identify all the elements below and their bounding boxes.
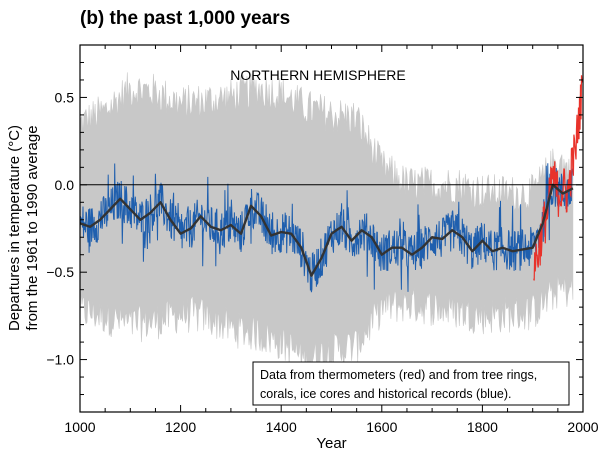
annotation-line-2: corals, ice cores and historical records…: [260, 387, 512, 401]
proxy-annual-line: [79, 163, 574, 293]
x-axis-title: Year: [316, 435, 346, 452]
instrumental-line: [533, 75, 583, 281]
chart-title: (b) the past 1,000 years: [80, 8, 291, 29]
proxy-series-layer: [79, 163, 574, 293]
y-axis-title-line-1: Departures in temperature (°C): [6, 125, 23, 331]
uncertainty-band: [79, 71, 574, 379]
y-tick-label: 0.5: [55, 89, 75, 105]
x-tick-label: 1400: [266, 419, 297, 435]
y-tick-label: 0.0: [55, 177, 75, 193]
smoothed-line: [79, 183, 574, 277]
instrumental-series-layer: [533, 75, 583, 281]
tick-marks: [79, 45, 584, 412]
region-label: NORTHERN HEMISPHERE: [230, 67, 406, 83]
x-tick-label: 1000: [64, 419, 95, 435]
annotation-line-1: Data from thermometers (red) and from tr…: [260, 368, 537, 382]
y-tick-labels: 0.5 0.0 −0.5 −1.0: [46, 89, 74, 367]
uncertainty-band-layer: [79, 71, 574, 379]
smoothed-series-layer: [79, 183, 574, 277]
annotation-box: [252, 361, 570, 406]
y-tick-label: −0.5: [46, 264, 74, 280]
x-tick-label: 2000: [567, 419, 598, 435]
x-tick-labels: 1000 1200 1400 1600 1800 2000: [64, 419, 598, 435]
x-tick-label: 1800: [467, 419, 498, 435]
x-tick-label: 1600: [366, 419, 397, 435]
x-tick-label: 1200: [165, 419, 196, 435]
y-tick-label: −1.0: [46, 352, 74, 368]
y-axis-title-line-2: from the 1961 to 1990 average: [24, 125, 41, 330]
